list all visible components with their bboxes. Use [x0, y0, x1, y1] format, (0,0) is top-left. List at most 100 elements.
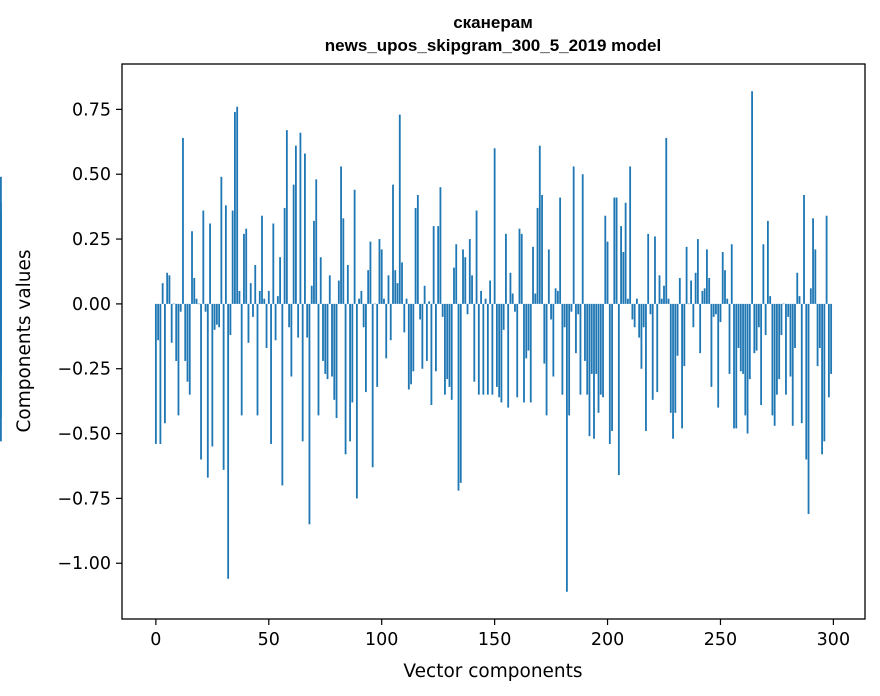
bar-289: [807, 303, 810, 514]
bar-41: [247, 303, 250, 343]
bar-184: [570, 303, 573, 312]
bar-202: [611, 303, 613, 431]
bar-160: [516, 303, 519, 398]
bar-129: [446, 303, 449, 380]
bar-144: [480, 290, 482, 304]
bar-242: [701, 290, 704, 304]
bar-148: [489, 280, 492, 304]
bar-162: [520, 233, 523, 304]
bar-168: [534, 293, 537, 304]
bar-232: [678, 277, 681, 304]
bar-249: [717, 303, 720, 408]
bar-292: [814, 249, 817, 304]
bar-281: [789, 303, 792, 377]
bar-26: [213, 303, 216, 330]
bar-114: [412, 303, 415, 372]
bar-54: [276, 296, 279, 304]
bar-233: [681, 303, 683, 429]
bar-299: [830, 303, 833, 374]
bar-64: [299, 132, 302, 304]
bar-17: [193, 277, 196, 304]
bar-49: [265, 303, 268, 348]
bar-209: [626, 298, 629, 304]
bar-259: [739, 303, 742, 372]
bar-122: [430, 303, 433, 406]
bar-170: [538, 145, 541, 304]
plot-frame: [121, 63, 866, 620]
bar-275: [776, 303, 778, 395]
bar-62: [294, 145, 297, 304]
bar-102: [385, 303, 388, 359]
bar-265: [753, 303, 756, 354]
bar-221: [654, 236, 656, 304]
bar-145: [482, 303, 485, 395]
bar-120: [425, 303, 428, 361]
bar-125: [437, 226, 440, 304]
bar-287: [803, 194, 805, 304]
bar-58: [285, 130, 288, 304]
bar-83: [342, 218, 345, 304]
bar-33: [229, 303, 232, 336]
bar-108: [398, 114, 401, 304]
x-axis-ticks: 0 50 100 150 200 250 300: [150, 619, 850, 650]
bar-183: [568, 303, 571, 416]
bar-10: [177, 303, 180, 416]
bar-270: [764, 303, 767, 336]
bar-44: [254, 264, 257, 304]
bar-60: [290, 303, 293, 377]
bar-32: [227, 303, 230, 579]
bar-1: [157, 303, 160, 341]
bar-212: [633, 303, 636, 328]
bar-104: [389, 303, 392, 341]
bar-286: [800, 303, 803, 424]
bar-211: [631, 303, 634, 320]
bar-138: [466, 303, 469, 315]
y-axis-label: Components values: [14, 249, 35, 432]
bar-207: [622, 252, 625, 304]
bar-143: [477, 303, 480, 395]
bar-198: [602, 303, 604, 398]
bar-256: [733, 303, 735, 429]
bar-14: [186, 303, 189, 382]
bar-2: [159, 303, 162, 444]
bar-63: [297, 303, 300, 338]
bar-182: [565, 303, 568, 592]
bar-201: [608, 303, 611, 444]
bar-180: [561, 303, 564, 395]
bar-171: [541, 194, 543, 304]
bar-45: [256, 303, 259, 416]
chart-subtitle: news_upos_skipgram_300_5_2019 model: [325, 36, 661, 55]
bar-42: [249, 283, 252, 304]
bar-23: [206, 303, 209, 478]
bar-21: [202, 210, 205, 304]
bar-undefined: [0, 213, 2, 304]
bar-185: [572, 166, 575, 304]
bar-87: [351, 303, 354, 403]
bar-48: [263, 298, 266, 304]
bar-248: [715, 303, 717, 315]
bar-151: [495, 303, 498, 387]
bar-296: [823, 303, 826, 442]
bar-210: [629, 166, 632, 304]
bar-225: [663, 285, 665, 304]
bar-107: [396, 283, 399, 304]
bar-79: [333, 303, 336, 400]
bar-86: [349, 303, 351, 442]
bar-88: [353, 189, 356, 304]
bar-179: [559, 197, 562, 304]
bar-70: [313, 220, 315, 304]
bar-92: [362, 303, 365, 328]
bar-149: [491, 303, 494, 395]
bar-97: [374, 303, 376, 305]
bar-243: [703, 288, 706, 304]
bar-267: [757, 303, 760, 328]
bar-159: [514, 303, 516, 312]
bar-25: [211, 303, 214, 447]
bar-109: [401, 262, 403, 304]
bar-234: [683, 303, 686, 367]
bar-235: [685, 246, 688, 304]
bar-203: [613, 197, 616, 304]
bar-126: [439, 187, 442, 304]
bar-230: [674, 303, 677, 413]
